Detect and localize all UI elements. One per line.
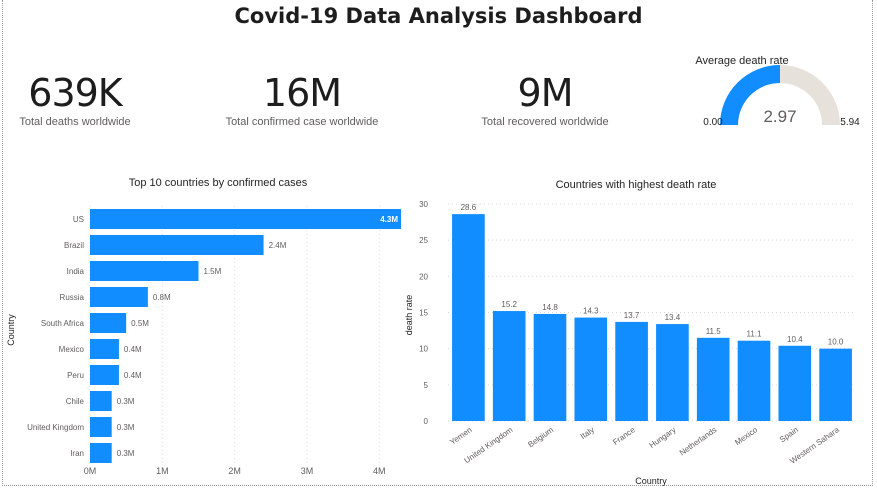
x-tick-label: 0M <box>84 466 97 476</box>
y-tick-label: 25 <box>419 236 428 245</box>
kpi-label: Total recovered worldwide <box>481 116 609 128</box>
highest-death-rate-chart[interactable]: Countries with highest death rate death … <box>400 170 870 486</box>
data-label: 4.3M <box>380 215 398 224</box>
bar[interactable] <box>90 287 148 307</box>
data-label: 0.4M <box>124 345 142 354</box>
data-label: 13.4 <box>665 313 681 322</box>
category-label: Peru <box>67 371 84 380</box>
category-label: Netherlands <box>678 425 719 457</box>
data-label: 0.8M <box>153 293 171 302</box>
kpi-total-confirmed[interactable]: 16M Total confirmed case worldwide <box>212 72 392 128</box>
bar[interactable] <box>656 324 689 421</box>
category-label: Iran <box>70 449 84 458</box>
gauge-value: 2.97 <box>763 107 796 126</box>
bar[interactable] <box>492 311 526 421</box>
x-tick-label: 4M <box>373 466 386 476</box>
kpi-value: 9M <box>517 71 574 115</box>
bar[interactable] <box>533 313 567 421</box>
y-axis-title: Country <box>6 314 16 346</box>
y-tick-label: 20 <box>419 272 428 281</box>
data-label: 0.5M <box>131 319 149 328</box>
y-tick-label: 0 <box>424 417 429 426</box>
data-label: 14.8 <box>542 303 558 312</box>
bar[interactable] <box>90 443 112 463</box>
bar[interactable] <box>819 348 852 421</box>
kpi-value: 16M <box>262 71 342 115</box>
bar[interactable] <box>90 261 199 281</box>
category-label: Mexico <box>733 425 759 447</box>
data-label: 15.2 <box>501 300 517 309</box>
y-tick-label: 15 <box>419 309 428 318</box>
bar[interactable] <box>574 317 608 421</box>
data-label: 1.5M <box>203 267 221 276</box>
top-countries-confirmed-chart[interactable]: Top 10 countries by confirmed cases Coun… <box>4 170 404 486</box>
category-label: US <box>73 215 84 224</box>
chart-title: Countries with highest death rate <box>556 179 717 191</box>
bar[interactable] <box>696 337 730 421</box>
kpi-label: Total deaths worldwide <box>19 116 131 128</box>
category-label: United Kingdom <box>27 423 84 432</box>
data-label: 0.3M <box>117 397 135 406</box>
bar[interactable] <box>737 340 771 421</box>
gauge-max-label: 5.94 <box>840 117 860 128</box>
gauge-fill <box>720 65 780 125</box>
gauge-title: Average death rate <box>695 55 788 67</box>
kpi-total-deaths[interactable]: 639K Total deaths worldwide <box>10 72 140 128</box>
data-label: 0.3M <box>117 449 135 458</box>
data-label: 10.0 <box>828 338 844 347</box>
category-label: Yemen <box>448 425 473 446</box>
bar[interactable] <box>90 313 127 333</box>
kpi-total-recovered[interactable]: 9M Total recovered worldwide <box>470 72 620 128</box>
bar[interactable] <box>452 214 485 421</box>
category-label: Belgium <box>526 425 555 449</box>
data-label: 11.5 <box>706 327 722 336</box>
y-tick-label: 5 <box>424 381 429 390</box>
bar[interactable] <box>90 235 264 255</box>
x-tick-label: 2M <box>228 466 241 476</box>
y-tick-label: 10 <box>419 345 428 354</box>
chart-title: Top 10 countries by confirmed cases <box>129 177 308 189</box>
x-axis-title: Country <box>635 476 667 486</box>
category-label: Brazil <box>64 241 84 250</box>
bar[interactable] <box>90 365 119 385</box>
bar[interactable] <box>90 391 112 411</box>
x-tick-label: 3M <box>301 466 314 476</box>
category-label: Hungary <box>648 425 678 450</box>
dashboard-title: Covid-19 Data Analysis Dashboard <box>234 4 643 28</box>
kpi-label: Total confirmed case worldwide <box>225 116 379 128</box>
data-label: 2.4M <box>269 241 287 250</box>
y-tick-label: 30 <box>419 200 428 209</box>
gauge-min-label: 0.00 <box>703 117 723 128</box>
category-label: Italy <box>579 425 596 441</box>
bar[interactable] <box>90 209 401 229</box>
data-label: 0.3M <box>117 423 135 432</box>
category-label: Mexico <box>59 345 85 354</box>
category-label: France <box>611 425 637 447</box>
data-label: 10.4 <box>787 335 803 344</box>
bar[interactable] <box>778 345 812 421</box>
bar[interactable] <box>90 417 112 437</box>
gauge-chart[interactable]: Average death rate 2.97 0.00 5.94 <box>690 50 870 135</box>
data-label: 13.7 <box>624 311 640 320</box>
data-label: 0.4M <box>124 371 142 380</box>
data-label: 11.1 <box>747 330 763 339</box>
data-label: 14.3 <box>583 307 599 316</box>
y-axis-title: death rate <box>404 295 414 336</box>
category-label: Russia <box>60 293 85 302</box>
category-label: South Africa <box>41 319 85 328</box>
kpi-value: 639K <box>28 71 122 115</box>
data-label: 28.6 <box>461 203 477 212</box>
bar[interactable] <box>90 339 119 359</box>
x-tick-label: 1M <box>156 466 169 476</box>
category-label: Spain <box>778 425 800 444</box>
category-label: India <box>67 267 85 276</box>
bar[interactable] <box>615 321 648 421</box>
category-label: Chile <box>66 397 85 406</box>
